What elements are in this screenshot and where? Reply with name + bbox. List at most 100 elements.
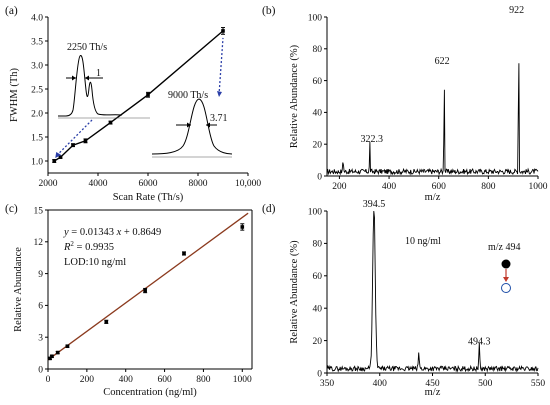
x-tick-label: 2000 (39, 179, 58, 189)
precursor-ion-icon (501, 259, 511, 269)
x-tick-label: 6000 (139, 179, 158, 189)
peak-label: 622 (435, 56, 450, 67)
y-tick-label: 15 (34, 206, 44, 216)
inset-peak-9000 (151, 98, 233, 155)
y-tick-label: 80 (313, 240, 323, 250)
y-tick-label: 40 (313, 109, 323, 119)
inset-label: 9000 Th/s (168, 90, 208, 101)
y-tick-label: 1.0 (31, 157, 43, 167)
y-tick-label: 3.5 (31, 37, 43, 47)
precursor-label: m/z 494 (488, 242, 521, 253)
peak-label: 494.3 (468, 337, 491, 348)
y-tick-label: 20 (313, 141, 323, 151)
y-axis-title: FWHM (Th) (9, 68, 20, 122)
x-tick-label: 1000 (233, 375, 252, 385)
y-tick-label: 2.0 (31, 109, 43, 119)
x-tick-label: 800 (196, 375, 211, 385)
peak-label: 322.3 (361, 134, 384, 145)
data-point (221, 29, 225, 33)
panel-label: (d) (262, 203, 276, 215)
data-point (83, 139, 88, 143)
fit-line (47, 212, 249, 361)
x-tick-label: 0 (46, 375, 51, 385)
y-tick-label: 100 (308, 13, 323, 23)
y-tick-label: 20 (313, 337, 323, 347)
x-tick-label: 10,000 (235, 179, 261, 189)
panel-b: (b) 200 400 600 800 1000 0 20 40 60 80 100 m/z Relati… (262, 5, 548, 203)
x-tick-label: 600 (432, 182, 447, 192)
x-tick-label: 550 (531, 379, 546, 389)
eq-equals: = 0.01343 (69, 227, 117, 238)
y-axis-title: Relative Abundance (13, 247, 24, 332)
data-point (52, 159, 57, 163)
peak-label: 922 (509, 5, 524, 16)
data-point (58, 155, 63, 159)
x-tick-label: 200 (332, 182, 347, 192)
data-point (104, 320, 109, 324)
x-tick-label: 450 (425, 379, 440, 389)
y-tick-label: 80 (313, 45, 323, 55)
r2-r: R (63, 242, 71, 253)
y-tick-label: 60 (313, 77, 323, 87)
x-tick-label: 400 (373, 379, 388, 389)
data-point (143, 288, 147, 293)
data-point (48, 356, 52, 361)
inset-width-label: 1 (96, 68, 101, 79)
lod-label: LOD:10 ng/ml (64, 257, 126, 268)
eq-tail: + 0.8649 (121, 227, 161, 238)
y-tick-label: 0 (38, 365, 43, 375)
panel-c: (c) 0 200 400 600 800 1000 0 3 6 9 12 15 Concentratio… (5, 203, 253, 398)
y-tick-label: 9 (38, 270, 43, 280)
data-point (65, 344, 70, 349)
data-point (146, 92, 150, 97)
concentration-label: 10 ng/ml (405, 236, 441, 247)
x-tick-label: 8000 (189, 179, 208, 189)
y-tick-label: 0 (317, 172, 322, 182)
x-tick-label: 600 (157, 375, 172, 385)
x-axis-title: m/z (425, 192, 441, 203)
inset-width-label: 3.71 (210, 113, 228, 124)
panel-d: (d) 350 400 450 500 550 0 20 40 60 80 100 m/z Relativ… (262, 199, 545, 398)
y-tick-label: 100 (308, 207, 323, 217)
arrowhead (217, 91, 222, 97)
data-point (55, 350, 60, 355)
x-tick-label: 350 (320, 379, 335, 389)
data-point (50, 354, 54, 359)
x-tick-label: 500 (478, 379, 493, 389)
x-axis-title: m/z (425, 387, 441, 398)
peak-label: 394.5 (363, 199, 386, 210)
panel-label: (b) (262, 5, 276, 17)
y-tick-label: 6 (38, 302, 43, 312)
panel-label: (c) (5, 203, 18, 215)
y-tick-label: 2.5 (31, 85, 43, 95)
panel-a: (a) 2000 4000 6000 8000 10,000 1.0 1.5 2.0 2.5 3.0… (5, 5, 261, 203)
inset-label: 2250 Th/s (67, 42, 107, 53)
x-tick-label: 400 (119, 375, 134, 385)
y-tick-label: 12 (34, 238, 44, 248)
y-tick-label: 3.0 (31, 61, 43, 71)
data-point (182, 251, 186, 256)
y-axis-title: Relative Abundance (%) (289, 240, 300, 344)
x-axis-title: Scan Rate (Th/s) (113, 192, 184, 203)
x-tick-label: 4000 (89, 179, 108, 189)
r2-tail: = 0.9935 (74, 242, 114, 253)
x-tick-label: 1000 (529, 182, 548, 192)
pointer-arrow (218, 37, 224, 96)
eq-y: y (63, 227, 69, 238)
arrowhead (55, 152, 62, 158)
x-tick-label: 200 (80, 375, 95, 385)
spectrum-trace (326, 210, 539, 373)
arrowhead (187, 122, 191, 128)
arrowhead (72, 75, 76, 81)
pointer-arrow (55, 119, 93, 157)
fit-equation: y = 0.01343 x + 0.8649 (63, 227, 161, 238)
eq-x: x (116, 227, 122, 238)
y-tick-label: 40 (313, 305, 323, 315)
y-axis-title: Relative Abundance (%) (289, 44, 300, 148)
data-point (71, 143, 75, 147)
y-tick-label: 4.0 (31, 13, 43, 23)
y-tick-label: 60 (313, 272, 323, 282)
arrowhead (85, 75, 89, 81)
inset-peak-2250 (58, 55, 123, 117)
